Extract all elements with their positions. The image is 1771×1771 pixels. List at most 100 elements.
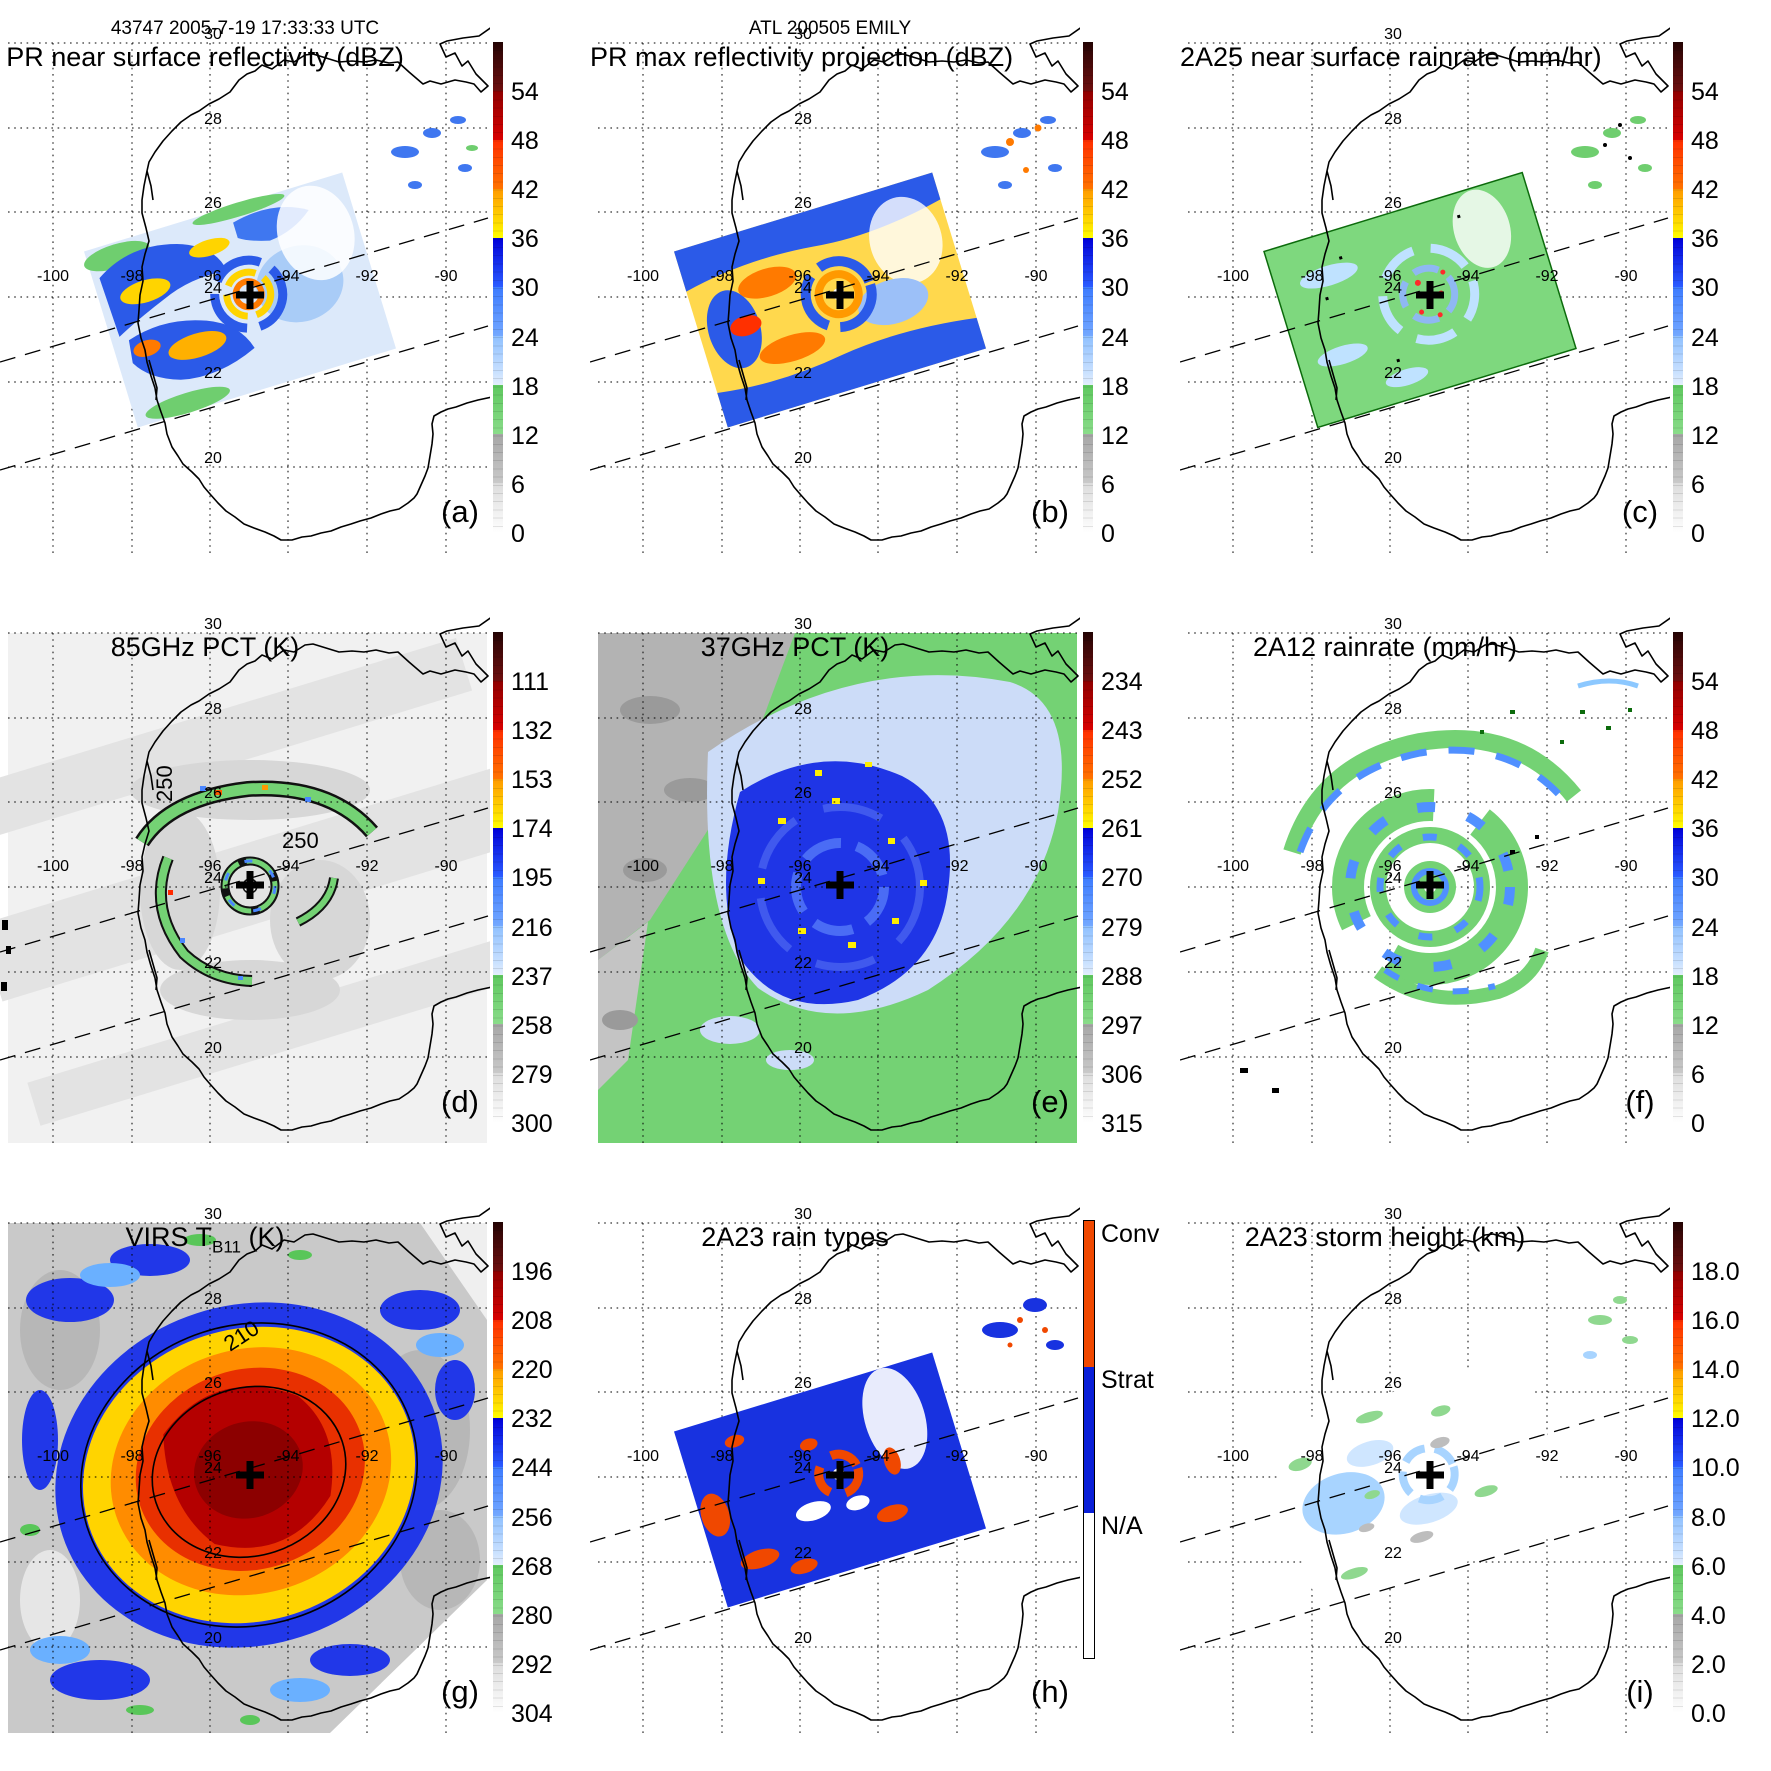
- panel-title: 2A25 near surface rainrate (mm/hr): [1180, 42, 1602, 72]
- svg-text:20: 20: [204, 1040, 222, 1057]
- storm-header: ATL 200505 EMILY: [748, 18, 912, 39]
- storm-center-marker: [826, 1461, 854, 1489]
- svg-text:28: 28: [204, 1291, 222, 1308]
- svg-text:-100: -100: [627, 1448, 659, 1465]
- panel-letter: (g): [441, 1674, 479, 1709]
- coastline: [1317, 1207, 1670, 1721]
- svg-text:-92: -92: [945, 268, 968, 285]
- grid-labels: -100 -98 -96 -94 -92 -90 30 28 26 24 22 …: [627, 616, 1048, 1057]
- colorbar-tick-label: 261: [1101, 815, 1143, 844]
- svg-text:-92: -92: [945, 858, 968, 875]
- svg-text:30: 30: [794, 1206, 812, 1223]
- svg-text:20: 20: [1384, 1630, 1402, 1647]
- svg-text:24: 24: [204, 280, 222, 297]
- colorbar-tick-label: 42: [1691, 176, 1719, 205]
- svg-text:-100: -100: [37, 1448, 69, 1465]
- colorbar-tick-label: 24: [1691, 913, 1719, 942]
- colorbar-tick-label: 54: [1691, 668, 1719, 696]
- colorbar-gradient: [1083, 42, 1093, 533]
- colorbar-tick-label: 42: [1101, 176, 1129, 205]
- colorbar-tick-label: 12: [511, 421, 539, 450]
- panel-d: -100 -98 -96 -94 -92 -90 30 28 26 24 22 …: [0, 590, 590, 1180]
- colorbar-tick-label: 315: [1101, 1109, 1143, 1138]
- grid-labels: -100 -98 -96 -94 -92 -90 30 28 26 24 22 …: [37, 616, 458, 1057]
- panel-c: -100 -98 -96 -94 -92 -90 30 28 26 24 22 …: [1180, 0, 1770, 590]
- storm-center-marker: [236, 871, 264, 899]
- colorbar-tick-label: 18: [1101, 372, 1129, 401]
- colorbar: 54 48 42 36 30 24 18 12 6 0: [1083, 42, 1129, 548]
- svg-text:28: 28: [1384, 701, 1402, 718]
- colorbar-tick-label: 30: [511, 274, 539, 303]
- colorbar: 234 243 252 261 270 279 288 297 306 315: [1083, 632, 1143, 1138]
- panel-f: -100 -98 -96 -94 -92 -90 30 28 26 24 22 …: [1180, 590, 1770, 1180]
- svg-text:24: 24: [1384, 870, 1402, 887]
- colorbar-gradient: [1673, 42, 1683, 533]
- coastline: [727, 1207, 1080, 1721]
- svg-text:26: 26: [1384, 785, 1402, 802]
- svg-text:-98: -98: [120, 268, 143, 285]
- colorbar-tick-label: 252: [1101, 766, 1143, 795]
- svg-text:-90: -90: [1024, 268, 1047, 285]
- colorbar-tick-label: 54: [1101, 78, 1129, 106]
- colorbar-tick-label: 12: [1691, 421, 1719, 450]
- orbit-header: 43747 2005-7-19 17:33:33 UTC: [110, 18, 380, 39]
- colorbar-tick-label: 220: [511, 1356, 553, 1385]
- svg-text:20: 20: [1384, 450, 1402, 467]
- panel-letter: (f): [1625, 1084, 1655, 1119]
- svg-text:24: 24: [1384, 280, 1402, 297]
- colorbar-tick-label: 237: [511, 962, 553, 991]
- map-h: -100 -98 -96 -94 -92 -90 30 28 26 24 22 …: [590, 1206, 1080, 1733]
- colorbar-tick-label: 12.0: [1691, 1405, 1740, 1434]
- colorbar-tick-label: 6: [511, 470, 525, 499]
- svg-text:30: 30: [794, 616, 812, 633]
- panel-a: -100 -98 -96 -94 -92 -90 30 28 26 24 22 …: [0, 0, 590, 590]
- colorbar: 54 48 42 36 30 24 18 12 6 0: [493, 42, 539, 548]
- swath-edge-lines: [0, 807, 489, 1061]
- svg-text:-90: -90: [1024, 858, 1047, 875]
- svg-text:20: 20: [204, 1630, 222, 1647]
- data-swath-raintypes: [674, 1298, 1064, 1608]
- colorbar-ticks: 54 48 42 36 30 24 18 12 6 0: [1691, 42, 1771, 548]
- colorbar-tick-label: 174: [511, 815, 553, 844]
- grid-lines: [8, 632, 487, 1143]
- svg-text:-92: -92: [355, 858, 378, 875]
- colorbar-tick-label: 42: [1691, 766, 1719, 795]
- colorbar-tick-label: 18.0: [1691, 1258, 1740, 1286]
- map-b: -100 -98 -96 -94 -92 -90 30 28 26 24 22 …: [590, 26, 1080, 553]
- colorbar: 196 208 220 232 244 256 268 280 292 304: [493, 1222, 553, 1728]
- colorbar-tick-label: Conv: [1101, 1220, 1160, 1248]
- contour-label-250-rotated: 250: [152, 765, 177, 802]
- coastline: [137, 27, 490, 541]
- swath-edge-lines: [590, 217, 1079, 471]
- svg-text:30: 30: [204, 616, 222, 633]
- svg-text:30: 30: [1384, 616, 1402, 633]
- swath-edge-lines: [1180, 1397, 1669, 1651]
- panel-title: PR near surface reflectivity (dBZ): [6, 42, 404, 72]
- colorbar-tick-label: 30: [1691, 864, 1719, 893]
- coastline: [727, 617, 1080, 1131]
- panel-title: 2A12 rainrate (mm/hr): [1252, 632, 1518, 662]
- colorbar-gradient: [493, 42, 503, 533]
- svg-text:24: 24: [1384, 1460, 1402, 1477]
- svg-text:-100: -100: [1217, 858, 1249, 875]
- svg-text:-96: -96: [788, 1448, 811, 1465]
- svg-text:-96: -96: [788, 858, 811, 875]
- map-c: -100 -98 -96 -94 -92 -90 30 28 26 24 22 …: [1180, 26, 1670, 553]
- grid-labels: -100 -98 -96 -94 -92 -90 30 28 26 24 22 …: [1217, 616, 1638, 1057]
- colorbar-tick-label: 48: [1691, 717, 1719, 746]
- panel-letter: (b): [1031, 494, 1069, 529]
- colorbar-tick-label: 195: [511, 864, 553, 893]
- colorbar-tick-label: 36: [511, 225, 539, 254]
- contour-label-250: 250: [282, 828, 319, 853]
- svg-text:28: 28: [794, 1291, 812, 1308]
- svg-text:26: 26: [1384, 195, 1402, 212]
- colorbar-ticks: 54 48 42 36 30 24 18 12 6 0: [1691, 632, 1771, 1138]
- colorbar-tick-label: 288: [1101, 962, 1143, 991]
- colorbar-tick-label: 18: [1691, 372, 1719, 401]
- svg-text:-100: -100: [1217, 1448, 1249, 1465]
- colorbar-tick-label: 42: [511, 176, 539, 205]
- svg-text:22: 22: [794, 365, 812, 382]
- svg-text:22: 22: [1384, 365, 1402, 382]
- svg-text:-98: -98: [710, 858, 733, 875]
- svg-text:-96: -96: [1378, 268, 1401, 285]
